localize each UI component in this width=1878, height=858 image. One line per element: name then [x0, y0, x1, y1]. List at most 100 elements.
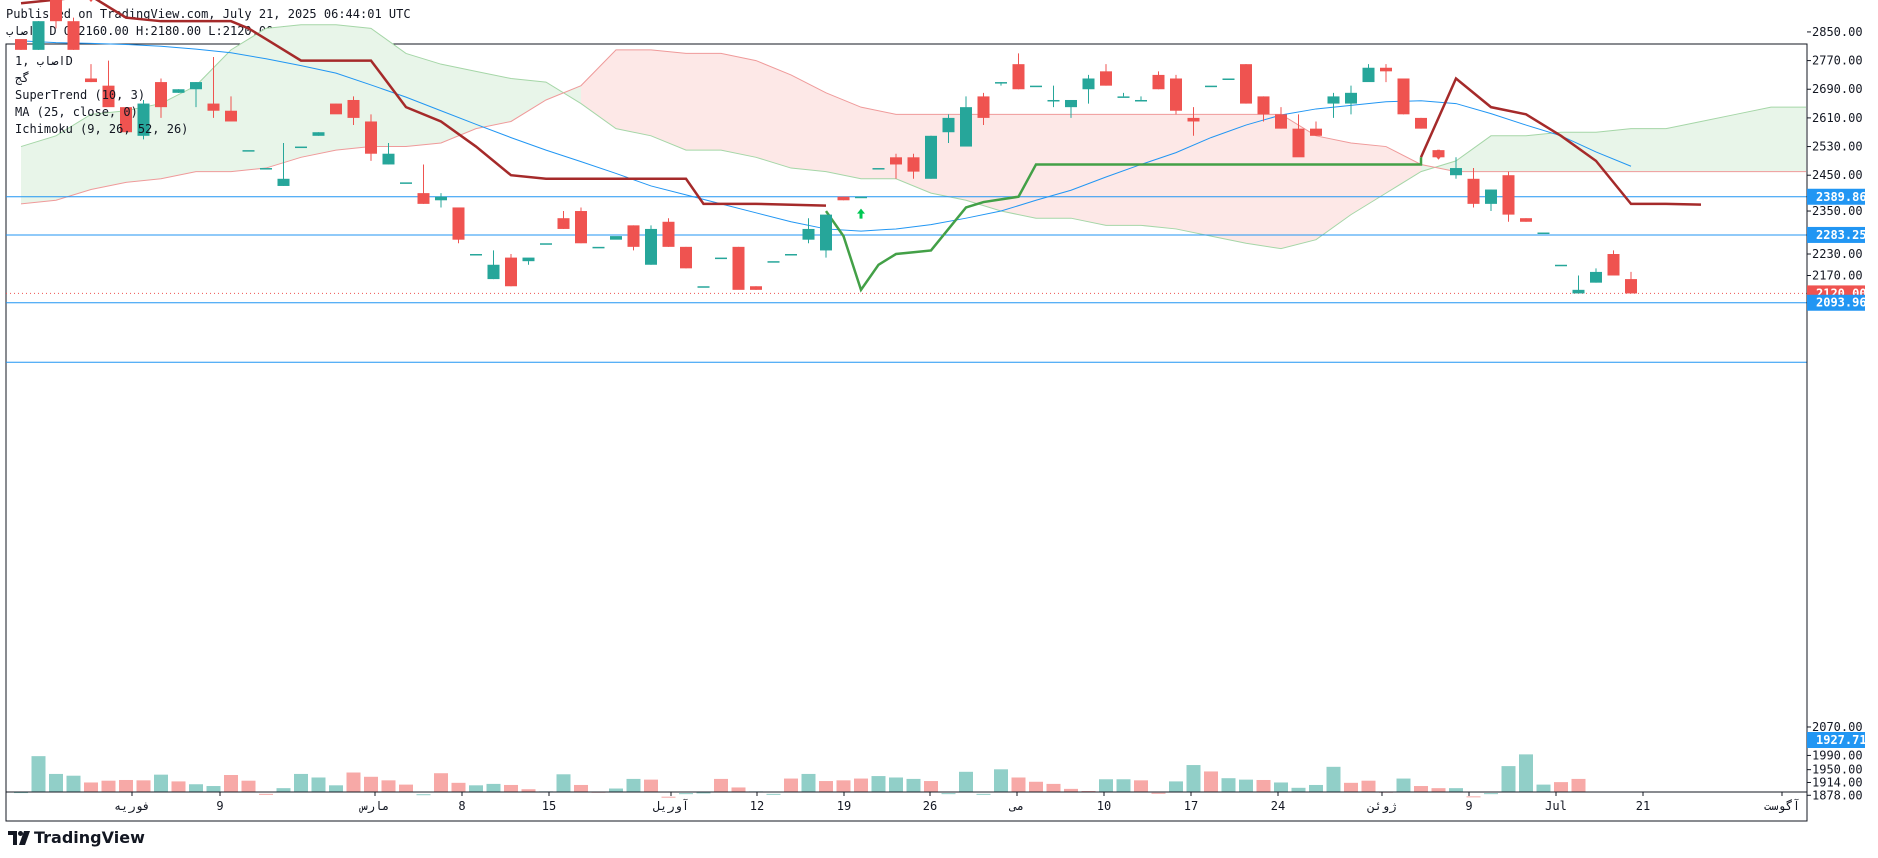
price-tick-label: 2950.00 [1812, 0, 1863, 3]
candle-body [1310, 128, 1322, 136]
ichimoku-cloud-segment [1316, 135, 1351, 240]
ichimoku-cloud-segment [1771, 107, 1806, 172]
candle-body [1450, 168, 1462, 176]
candle-body [960, 107, 972, 147]
volume-bar [994, 769, 1008, 792]
sell-signal-arrow [89, 0, 93, 3]
candle-body [225, 110, 237, 122]
volume-bar [1099, 779, 1113, 792]
price-tick-label: 2230.00 [1812, 247, 1863, 261]
volume-bar [1011, 777, 1026, 792]
ichimoku-cloud-segment [336, 24, 371, 151]
volume-bar [1134, 780, 1148, 792]
ichimoku-cloud-segment [21, 135, 56, 204]
candle-body [400, 182, 412, 184]
ichimoku-cloud-segment [441, 64, 476, 143]
ichimoku-cloud-segment [1211, 114, 1246, 244]
candle-body [67, 21, 80, 50]
volume-bar [1151, 792, 1166, 794]
ichimoku-cloud-segment [1666, 121, 1701, 172]
candle-body [837, 196, 850, 201]
time-tick-label: مارس [359, 799, 390, 814]
volume-bar [1571, 778, 1586, 792]
volume-bar [14, 792, 28, 794]
candle-body [312, 132, 325, 136]
volume-bar [66, 775, 81, 792]
time-tick-label: آگوست [1764, 798, 1800, 814]
volume-bar [119, 779, 133, 792]
ichimoku-cloud-segment [1701, 114, 1736, 172]
candle-body [155, 82, 167, 108]
volume-bar [311, 777, 326, 792]
volume-bar [1204, 771, 1218, 792]
indicator-legend: اصاب ,1D گج SuperTrend (10, 3) MA (25, c… [15, 53, 188, 138]
volume-bar [1116, 779, 1131, 792]
ichimoku-cloud-segment [1141, 114, 1176, 229]
candle-body [260, 168, 272, 170]
candle-body [102, 85, 115, 108]
volume-bar [416, 794, 431, 796]
legend-ma[interactable]: MA (25, close, 0) [15, 105, 138, 119]
time-tick-label: 15 [542, 799, 556, 813]
time-tick-label: می [1009, 799, 1024, 813]
ichimoku-cloud-segment [406, 53, 441, 147]
legend-market: گج [15, 71, 30, 85]
ichimoku-cloud-segment [56, 114, 91, 201]
legend-symbol: اصاب ,1D [15, 54, 73, 68]
volume-bar [154, 774, 168, 792]
candle-body [330, 103, 342, 115]
volume-bar [399, 784, 413, 792]
candle-body [575, 211, 587, 244]
candle-body [802, 228, 815, 240]
volume-bar [1431, 788, 1446, 792]
candle-body [697, 286, 710, 288]
candle-body [1555, 264, 1567, 267]
volume-bar [1554, 782, 1568, 792]
time-tick-label: آوریل [653, 798, 689, 814]
ichimoku-cloud-segment [1526, 132, 1561, 172]
legend-ichimoku[interactable]: Ichimoku (9, 26, 52, 26) [15, 122, 189, 136]
candle-body [417, 193, 430, 204]
candle-body [767, 261, 780, 263]
ichimoku-cloud-segment [1036, 114, 1071, 219]
ichimoku-cloud-segment [931, 114, 966, 201]
price-tag [1807, 226, 1865, 243]
ichimoku-cloud-segment [476, 71, 511, 129]
volume-bar [294, 773, 308, 792]
volume-bar [434, 773, 448, 792]
tradingview-logo[interactable]: TradingView [8, 828, 145, 847]
candle-body [610, 236, 622, 240]
volume-bar [1536, 784, 1551, 792]
candle-body [1345, 92, 1357, 104]
candle-body [1257, 96, 1270, 115]
ichimoku-cloud-segment [1281, 114, 1316, 249]
ichimoku-cloud-segment [1631, 128, 1666, 172]
candle-body [435, 196, 447, 201]
volume-bar [1291, 787, 1306, 792]
ichimoku-cloud-segment [301, 24, 336, 158]
ichimoku-cloud-segment [371, 28, 406, 147]
candle-body [925, 135, 937, 179]
volume-bar [959, 771, 973, 792]
candle-body [295, 146, 307, 149]
time-tick-label: 21 [1636, 799, 1650, 813]
volume-bar [854, 778, 868, 792]
tradingview-icon [8, 830, 30, 845]
candle-body [1187, 117, 1200, 122]
volume-bar [819, 781, 833, 792]
time-tick-label: 12 [750, 799, 764, 813]
volume-bar [1396, 778, 1411, 792]
legend-supertrend[interactable]: SuperTrend (10, 3) [15, 88, 146, 102]
ichimoku-cloud-segment [1001, 114, 1036, 219]
volume-bar [276, 788, 291, 792]
candle-body [1100, 71, 1112, 86]
candle-body [15, 39, 27, 50]
ichimoku-cloud-segment [616, 49, 651, 136]
volume-bar [556, 774, 571, 792]
candle-body [1327, 96, 1340, 104]
time-tick-label: Jul [1545, 799, 1567, 813]
volume-bar [84, 782, 98, 792]
volume-bar [31, 756, 46, 792]
volume-bar [1501, 766, 1516, 792]
